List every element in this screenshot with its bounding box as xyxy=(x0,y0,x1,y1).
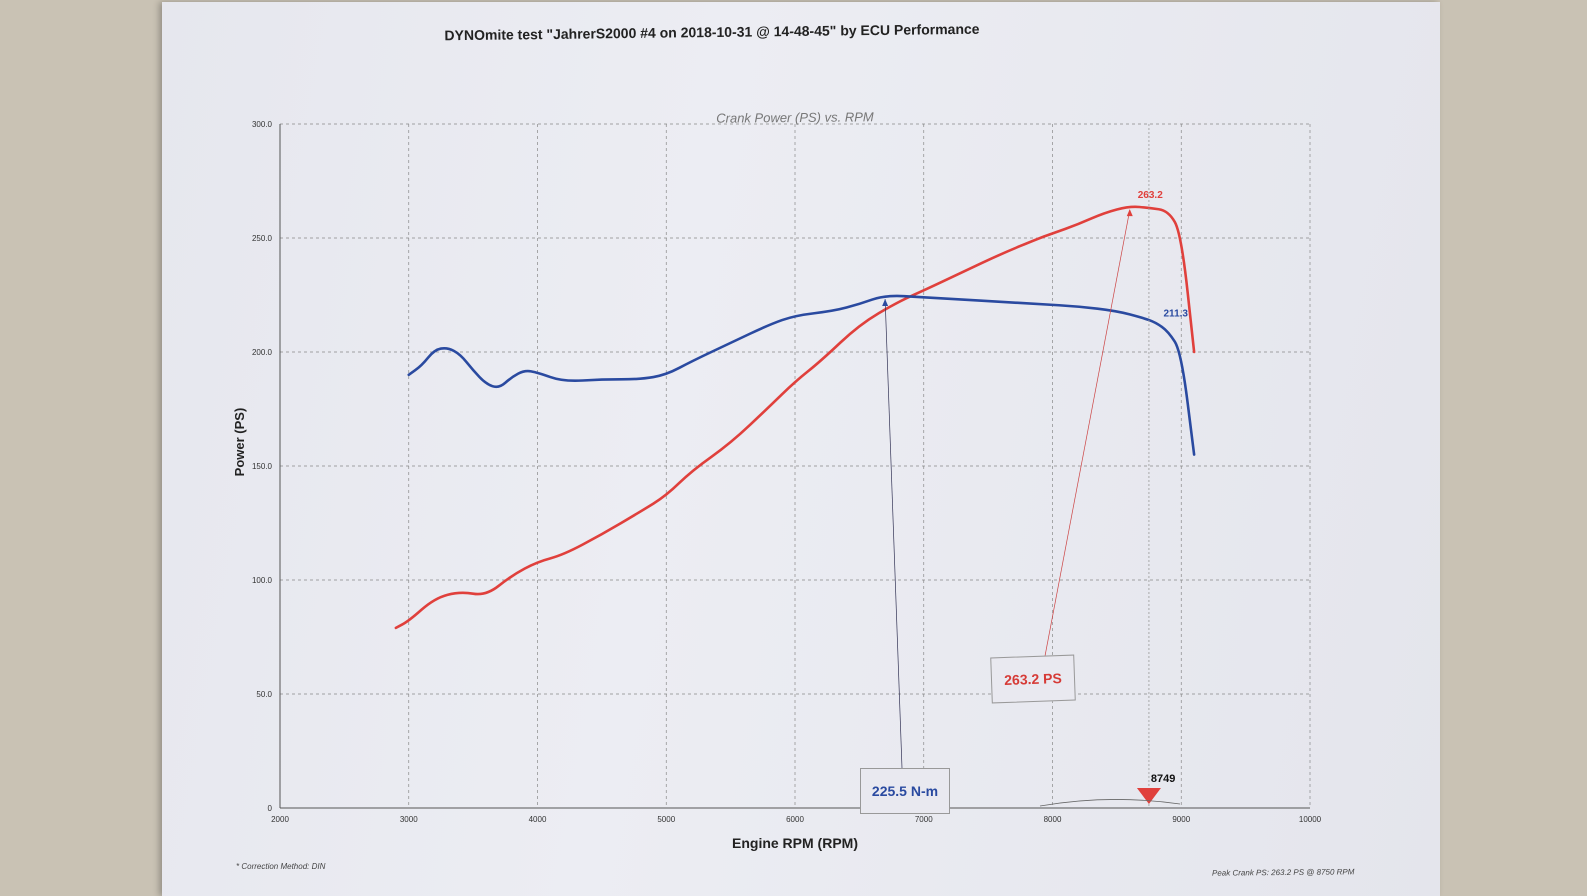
footer-peak-summary: Peak Crank PS: 263.2 PS @ 8750 RPM xyxy=(1211,867,1355,878)
power-peak-label: 263.2 xyxy=(1138,190,1163,201)
torque-leader-line xyxy=(884,298,903,769)
torque-callout-text: 225.5 N-m xyxy=(871,783,939,799)
printout-paper xyxy=(162,2,1440,896)
x-axis-label: Engine RPM (RPM) xyxy=(732,835,858,851)
torque-curve xyxy=(407,294,1196,456)
x-tick-label: 2000 xyxy=(271,815,289,824)
x-tick-label: 5000 xyxy=(657,815,675,824)
torque-leader-arrow xyxy=(882,299,889,306)
chart-axes: 0 50.0 100.0 150.0 200.0 250.0 300.0 2000 3000 40… xyxy=(252,120,1322,824)
x-tick-label: 10000 xyxy=(1299,815,1322,824)
chart-annotations: 263.2 211.3 8749 xyxy=(882,124,1188,808)
y-tick-label: 250.0 xyxy=(252,234,273,243)
x-tick-label: 6000 xyxy=(786,815,804,824)
power-callout-box: 263.2 PS xyxy=(990,654,1076,704)
x-tick-label: 3000 xyxy=(400,815,418,824)
x-tick-label: 8000 xyxy=(1044,815,1062,824)
x-tick-label: 7000 xyxy=(915,815,933,824)
y-tick-label: 300.0 xyxy=(252,120,273,129)
power-callout-text: 263.2 PS xyxy=(1003,669,1063,689)
power-curve xyxy=(394,205,1196,630)
y-tick-label: 200.0 xyxy=(252,348,273,357)
baseline-trace xyxy=(1039,799,1181,807)
y-tick-label: 100.0 xyxy=(252,576,273,585)
rpm-marker-triangle xyxy=(1136,788,1161,804)
x-tick-label: 9000 xyxy=(1172,815,1190,824)
y-axis-label: Power (PS) xyxy=(232,408,247,477)
power-leader-line xyxy=(1044,210,1131,657)
rpm-marker-label: 8749 xyxy=(1151,773,1175,785)
y-tick-label: 50.0 xyxy=(256,690,272,699)
torque-end-label: 211.3 xyxy=(1164,308,1189,319)
power-leader-arrow xyxy=(1126,209,1133,217)
y-tick-label: 0 xyxy=(268,804,273,813)
chart-series xyxy=(394,205,1196,630)
chart-title: Crank Power (PS) vs. RPM xyxy=(716,109,874,125)
torque-callout-box: 225.5 N-m xyxy=(860,768,950,814)
footer-correction-method: * Correction Method: DIN xyxy=(236,862,326,871)
x-tick-label: 4000 xyxy=(529,815,547,824)
y-tick-label: 150.0 xyxy=(252,462,273,471)
chart-grid xyxy=(279,123,1311,809)
